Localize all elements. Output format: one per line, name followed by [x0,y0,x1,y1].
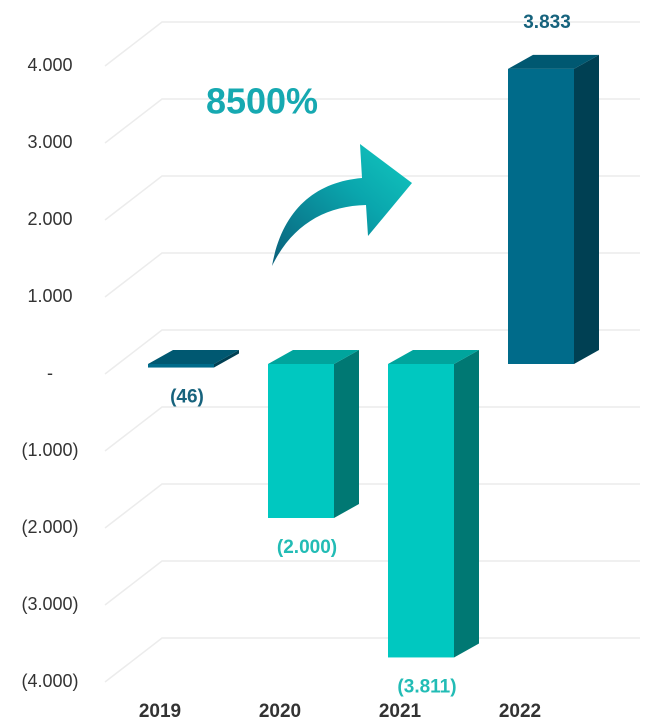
bar-side [574,54,599,364]
bar-front [268,364,334,518]
bar-top [268,350,359,364]
grid-line [104,637,640,683]
bar [388,350,479,658]
x-tick-label: 2020 [259,701,301,722]
bar-side [454,350,479,658]
bar-front [388,364,454,658]
bar-front [148,364,214,368]
grid-line [104,560,640,606]
bar-side [334,350,359,518]
grid-line [104,406,640,452]
bar [268,350,359,518]
grid-line [104,98,640,144]
y-tick-label: (4.000) [21,671,78,691]
grid-line [104,483,640,529]
grid-line [104,329,640,375]
bar-front [508,68,574,364]
y-tick-label: (3.000) [21,594,78,614]
y-tick-label: 1.000 [27,286,72,306]
data-label: 3.833 [523,12,571,33]
growth-arrow [272,144,412,266]
y-tick-label: (1.000) [21,440,78,460]
bar-top [508,54,599,69]
bar [148,350,239,368]
bar-side [214,350,239,368]
x-tick-label: 2019 [139,701,181,722]
y-tick-label: 4.000 [27,55,72,75]
data-label: (2.000) [277,537,337,558]
x-tick-label: 2021 [379,701,422,722]
data-label: (46) [170,387,204,408]
x-tick-label: 2022 [499,701,541,722]
data-label: (3.811) [397,676,456,697]
y-tick-label: (2.000) [21,517,78,537]
y-tick-label: 2.000 [27,209,72,229]
grid-line [104,252,640,298]
bar-top [388,350,479,364]
grid-line [104,21,640,67]
growth-annotation: 8500% [206,81,318,122]
bar-top [148,350,239,364]
grid-line [104,175,640,221]
y-tick-label: 3.000 [27,132,72,152]
y-tick-label: - [47,363,53,383]
bar [508,54,599,364]
